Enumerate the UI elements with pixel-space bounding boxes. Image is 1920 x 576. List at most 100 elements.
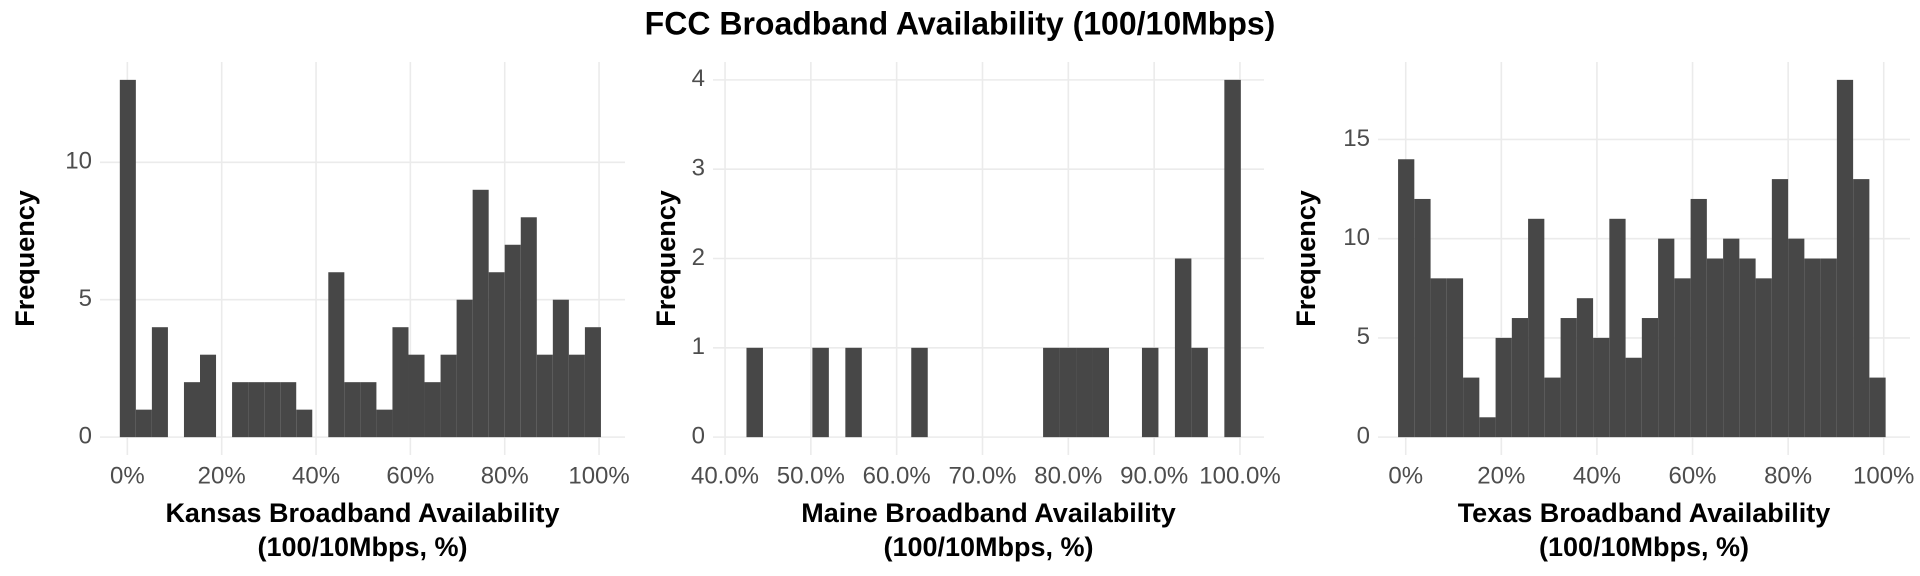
bar xyxy=(264,382,281,438)
bar xyxy=(1043,347,1060,438)
bar xyxy=(812,347,829,438)
y-tick-label: 1 xyxy=(692,333,705,360)
bar xyxy=(135,409,152,438)
x-tick-label: 50.0% xyxy=(777,462,845,489)
y-tick-label: 5 xyxy=(79,285,92,312)
x-tick-label: 100% xyxy=(1853,462,1914,489)
x-tick-label: 60% xyxy=(1668,462,1716,489)
x-axis-title: (100/10Mbps, %) xyxy=(257,532,467,562)
bar xyxy=(504,244,521,438)
x-tick-label: 70.0% xyxy=(948,462,1016,489)
bar xyxy=(1495,337,1512,438)
bar xyxy=(151,327,168,438)
bar xyxy=(472,189,489,438)
bar xyxy=(456,299,473,438)
bar xyxy=(440,354,457,438)
y-axis-title: Frequency xyxy=(651,190,681,327)
bar xyxy=(1869,377,1886,438)
y-tick-label: 3 xyxy=(692,155,705,182)
bar xyxy=(1641,318,1659,438)
bar xyxy=(1092,347,1109,438)
bar xyxy=(1804,258,1821,438)
bar xyxy=(1224,79,1241,438)
y-tick-label: 2 xyxy=(692,244,705,271)
bar xyxy=(1820,258,1837,438)
x-tick-label: 90.0% xyxy=(1120,462,1188,489)
y-tick-label: 15 xyxy=(1343,125,1370,152)
bar xyxy=(568,354,585,438)
x-tick-label: 40% xyxy=(292,462,340,489)
bar xyxy=(1593,337,1610,438)
bar xyxy=(376,409,393,438)
x-axis-title: Kansas Broadband Availability xyxy=(165,498,559,528)
bar xyxy=(328,272,345,438)
bar xyxy=(344,382,361,438)
x-tick-label: 80% xyxy=(481,462,529,489)
bar xyxy=(1706,258,1724,438)
y-tick-label: 0 xyxy=(79,422,92,449)
bar xyxy=(1463,377,1480,438)
y-axis-title: Frequency xyxy=(10,190,40,327)
x-tick-label: 60.0% xyxy=(863,462,931,489)
bar xyxy=(584,327,601,438)
x-tick-label: 0% xyxy=(1388,462,1423,489)
bar xyxy=(1576,298,1594,438)
bar xyxy=(1788,238,1805,438)
x-tick-label: 80.0% xyxy=(1034,462,1102,489)
x-axis-title: (100/10Mbps, %) xyxy=(1539,532,1749,562)
x-tick-label: 40% xyxy=(1573,462,1621,489)
bar xyxy=(200,354,217,438)
bar xyxy=(248,382,265,438)
bar xyxy=(536,354,553,438)
bar xyxy=(1658,238,1675,438)
x-axis-title: Maine Broadband Availability xyxy=(801,498,1176,528)
bar xyxy=(520,217,537,438)
y-tick-label: 4 xyxy=(692,65,705,92)
bar xyxy=(1479,417,1496,438)
chart-title: FCC Broadband Availability (100/10Mbps) xyxy=(645,5,1276,41)
bar xyxy=(408,354,425,438)
bar xyxy=(1674,278,1691,438)
bar xyxy=(552,299,569,438)
x-tick-label: 60% xyxy=(386,462,434,489)
bar xyxy=(1414,198,1431,438)
bar xyxy=(488,272,505,438)
bar xyxy=(1836,79,1854,438)
x-axis-title: Texas Broadband Availability xyxy=(1458,498,1831,528)
bar xyxy=(1625,357,1642,438)
bar xyxy=(1690,198,1707,438)
bar xyxy=(746,347,763,438)
bar xyxy=(424,382,441,438)
bar xyxy=(1174,258,1192,438)
bar xyxy=(1076,347,1093,438)
bar xyxy=(1191,347,1208,438)
x-tick-label: 100% xyxy=(568,462,629,489)
y-axis-title: Frequency xyxy=(1291,190,1321,327)
bar xyxy=(296,409,313,438)
bar xyxy=(1544,377,1561,438)
x-tick-label: 20% xyxy=(198,462,246,489)
x-tick-label: 80% xyxy=(1764,462,1812,489)
bar xyxy=(1059,347,1077,438)
y-tick-label: 0 xyxy=(1357,422,1370,449)
x-tick-label: 100.0% xyxy=(1199,462,1280,489)
bar xyxy=(392,327,409,438)
bar xyxy=(1739,258,1756,438)
bar xyxy=(232,382,249,438)
bar xyxy=(1141,347,1159,438)
y-tick-label: 10 xyxy=(1343,224,1370,251)
y-tick-label: 10 xyxy=(65,148,92,175)
x-tick-label: 0% xyxy=(110,462,145,489)
bar xyxy=(1853,179,1870,438)
bar xyxy=(845,347,862,438)
bar xyxy=(280,382,297,438)
bar xyxy=(1398,159,1415,438)
bar xyxy=(1609,218,1626,438)
bar xyxy=(1446,278,1464,438)
bar xyxy=(1560,318,1577,438)
y-tick-label: 0 xyxy=(692,422,705,449)
x-axis-title: (100/10Mbps, %) xyxy=(883,532,1093,562)
bar xyxy=(1511,318,1529,438)
bar xyxy=(119,79,136,438)
x-tick-label: 20% xyxy=(1477,462,1525,489)
